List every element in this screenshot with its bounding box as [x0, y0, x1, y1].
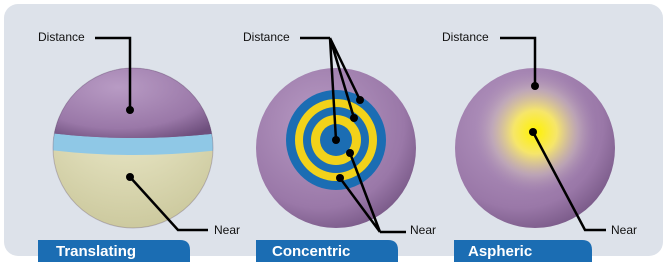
concentric-lens	[256, 68, 416, 228]
panel-title: Aspheric	[468, 243, 532, 260]
aspheric-lens	[455, 68, 615, 228]
dot	[350, 114, 358, 122]
dot	[332, 136, 340, 144]
dot	[126, 173, 134, 181]
dot	[531, 82, 539, 90]
dot	[126, 106, 134, 114]
near-label: Near	[410, 223, 436, 237]
panel-title: Translating	[56, 243, 136, 260]
near-label: Near	[214, 223, 240, 237]
diagram: Distance Near Translating Distance Near …	[0, 0, 667, 266]
dot	[336, 174, 344, 182]
panel-title: Concentric	[272, 243, 350, 260]
distance-label: Distance	[442, 30, 489, 44]
dot	[356, 96, 364, 104]
distance-label: Distance	[38, 30, 85, 44]
near-label: Near	[611, 223, 637, 237]
dot	[529, 128, 537, 136]
dot	[346, 149, 354, 157]
distance-label: Distance	[243, 30, 290, 44]
